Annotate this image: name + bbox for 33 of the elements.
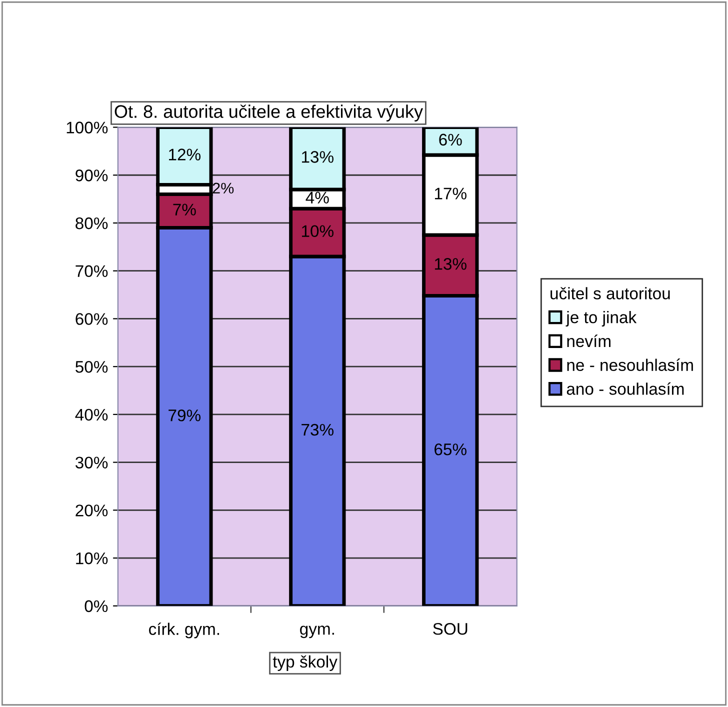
legend-title: učitel s autoritou xyxy=(550,287,670,300)
data-label: 79% xyxy=(168,410,201,422)
data-label: 7% xyxy=(173,204,196,216)
data-label: 17% xyxy=(434,188,466,200)
data-label: 13% xyxy=(434,258,466,270)
y-tick-label: 10% xyxy=(76,552,108,564)
x-tick-label: SOU xyxy=(433,623,468,635)
data-label: 4% xyxy=(306,192,329,204)
y-tick-label: 100% xyxy=(66,122,108,134)
data-label: 2% xyxy=(212,182,234,194)
legend-label: je to jinak xyxy=(566,311,637,327)
y-tick-label: 40% xyxy=(75,408,108,421)
x-tick-label: círk. gym. xyxy=(149,622,220,638)
y-tick-label: 90% xyxy=(76,170,108,182)
legend-label: nevím xyxy=(567,334,610,348)
legend-label: ne - nesouhlasím xyxy=(567,358,693,371)
x-axis-title: typ školy xyxy=(272,655,338,671)
y-tick-label: 70% xyxy=(76,265,108,278)
y-tick-label: 30% xyxy=(75,456,108,469)
y-tick-label: 60% xyxy=(76,313,108,325)
y-tick-label: 0% xyxy=(84,600,108,612)
legend-label: ano - souhlasím xyxy=(566,382,684,395)
data-label: 12% xyxy=(169,148,201,160)
y-tick-label: 80% xyxy=(76,217,108,230)
data-label: 73% xyxy=(302,424,334,436)
data-label: 13% xyxy=(302,151,334,163)
data-label: 6% xyxy=(439,134,462,146)
x-tick-label: gym. xyxy=(300,626,334,638)
y-tick-label: 20% xyxy=(76,504,108,516)
chart-title: Ot. 8. autorita učitele a efektivita výuky xyxy=(114,104,424,122)
data-label: 10% xyxy=(302,225,334,238)
data-label: 65% xyxy=(434,443,466,456)
y-tick-label: 50% xyxy=(76,360,108,373)
